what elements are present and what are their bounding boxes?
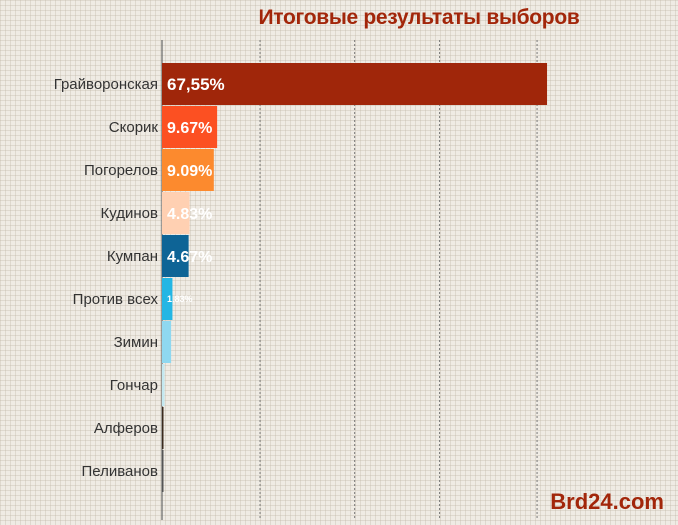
watermark: Brd24.com bbox=[550, 489, 664, 514]
category-label: Против всех bbox=[73, 291, 159, 308]
bar bbox=[162, 364, 165, 406]
bars: 67,55% 9.67% 9.09% 4.83% 4.67% 1.83% bbox=[162, 63, 548, 492]
category-label: Грайворонская bbox=[54, 76, 158, 93]
category-labels: Грайворонская Скорик Погорелов Кудинов Кумпа… bbox=[54, 76, 159, 480]
bar bbox=[162, 407, 164, 449]
category-label: Кумпан bbox=[107, 248, 158, 265]
category-label: Гончар bbox=[110, 377, 158, 394]
chart-title: Итоговые результаты выборов bbox=[258, 6, 580, 29]
value-label: 1.83% bbox=[167, 294, 193, 304]
category-label: Зимин bbox=[114, 334, 158, 351]
category-label: Скорик bbox=[109, 119, 159, 136]
category-label: Кудинов bbox=[101, 205, 158, 222]
bar bbox=[162, 63, 548, 105]
bar bbox=[162, 106, 218, 148]
value-label: 4.83% bbox=[167, 206, 212, 223]
bar bbox=[162, 321, 172, 363]
bar bbox=[162, 450, 164, 492]
value-label: 67,55% bbox=[167, 75, 225, 94]
bar bbox=[162, 278, 173, 320]
bar bbox=[162, 235, 189, 277]
category-label: Погорелов bbox=[84, 162, 158, 179]
value-label: 9.09% bbox=[167, 163, 212, 180]
value-label: 9.67% bbox=[167, 120, 212, 137]
grid-lines bbox=[161, 40, 538, 520]
category-label: Пеливанов bbox=[82, 463, 159, 480]
category-label: Алферов bbox=[94, 420, 158, 437]
bar bbox=[162, 192, 190, 234]
bar bbox=[162, 149, 214, 191]
value-label: 4.67% bbox=[167, 249, 212, 266]
